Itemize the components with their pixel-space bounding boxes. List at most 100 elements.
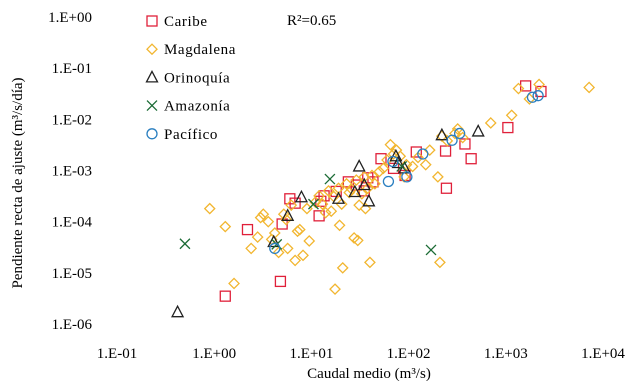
data-point	[456, 131, 469, 144]
data-point	[333, 219, 346, 232]
data-point	[336, 261, 349, 274]
data-point	[362, 193, 376, 207]
data-point	[351, 234, 364, 247]
data-point	[277, 208, 290, 221]
y-tick-label: 1.E-05	[52, 266, 92, 282]
data-point	[505, 109, 518, 122]
data-point	[301, 202, 313, 215]
data-point	[410, 146, 422, 158]
legend-label: Caribe	[164, 14, 208, 30]
legend-label: Orinoquía	[164, 70, 230, 86]
data-point	[316, 198, 329, 211]
data-point	[293, 223, 306, 236]
legend-marker	[146, 15, 158, 27]
data-point	[359, 202, 372, 215]
data-point	[423, 144, 436, 157]
data-point	[406, 160, 419, 173]
legend-item-magdalena: Magdalena	[146, 42, 235, 58]
data-point	[171, 304, 185, 318]
data-point	[254, 211, 267, 224]
r-squared-annotation: R²=0.65	[287, 13, 336, 29]
data-points	[171, 78, 596, 318]
series-orinoquía	[171, 124, 485, 318]
data-point	[435, 127, 449, 141]
data-point	[281, 208, 295, 221]
data-point	[526, 91, 539, 103]
data-point	[368, 177, 381, 190]
data-point	[377, 162, 390, 175]
data-point	[219, 290, 231, 302]
data-point	[425, 244, 437, 256]
legend-marker	[146, 128, 158, 140]
x-tick-label: 1.E-01	[97, 346, 137, 362]
data-point	[387, 155, 399, 168]
y-tick-label: 1.E-04	[52, 215, 93, 231]
data-point	[335, 198, 348, 211]
data-point	[350, 174, 363, 186]
data-point	[502, 121, 514, 134]
data-point	[272, 246, 285, 259]
data-point	[251, 231, 264, 243]
data-point	[241, 223, 254, 236]
x-tick-label: 1.E+01	[289, 346, 333, 362]
legend-label: Pacífico	[164, 127, 218, 143]
data-point	[453, 127, 466, 140]
data-point	[398, 170, 411, 183]
data-point	[364, 256, 376, 269]
data-point	[381, 154, 393, 166]
data-point	[289, 254, 302, 267]
x-axis-title: Caudal medio (m³/s)	[307, 366, 431, 381]
series-pacífico	[269, 90, 544, 255]
data-point	[228, 277, 240, 290]
data-point	[512, 82, 525, 95]
data-point	[325, 205, 338, 218]
series-caribe	[219, 80, 547, 302]
legend-label: Amazonía	[164, 99, 230, 115]
x-tick-label: 1.E+04	[581, 346, 625, 362]
data-point	[446, 134, 458, 146]
data-point	[303, 235, 316, 247]
data-point	[431, 170, 444, 183]
data-point	[533, 78, 546, 91]
legend-marker	[146, 43, 158, 56]
data-point	[179, 238, 191, 250]
legend: Caribe Magdalena Orinoquía Amazonía Pacífico	[145, 14, 235, 143]
data-point	[451, 122, 464, 135]
data-point	[297, 249, 309, 262]
y-axis-title: Pendiente recta de ajuste (m³/s/día)	[10, 77, 26, 288]
x-axis-ticks: 1.E-01 1.E+00 1.E+01 1.E+02 1.E+03 1.E+04	[97, 346, 626, 362]
data-point	[331, 191, 346, 204]
y-axis-ticks: 1.E+00 1.E-01 1.E-02 1.E-03 1.E-04 1.E-05 1.E-…	[48, 10, 92, 333]
legend-item-caribe: Caribe	[146, 14, 208, 30]
data-point	[382, 175, 395, 188]
data-point	[352, 159, 366, 172]
data-point	[329, 283, 341, 296]
x-tick-label: 1.E+02	[387, 346, 431, 362]
x-tick-label: 1.E+03	[484, 346, 528, 362]
y-tick-label: 1.E+00	[48, 10, 92, 26]
series-amazonía	[179, 160, 437, 256]
data-point	[285, 199, 298, 212]
data-point	[419, 158, 432, 171]
legend-item-orinoquía: Orinoquía	[145, 69, 230, 86]
x-tick-label: 1.E+00	[192, 346, 236, 362]
data-point	[361, 182, 374, 195]
data-point	[373, 165, 386, 178]
data-point	[203, 202, 216, 215]
data-point	[449, 127, 461, 140]
y-tick-label: 1.E-06	[52, 317, 93, 333]
legend-item-amazonía: Amazonía	[146, 99, 230, 115]
data-point	[583, 81, 596, 94]
data-point	[348, 184, 362, 198]
data-point	[366, 169, 378, 182]
data-point	[439, 145, 452, 157]
series-magdalena	[203, 78, 596, 296]
legend-marker	[146, 100, 158, 112]
data-point	[294, 189, 309, 203]
data-point	[532, 90, 544, 102]
data-point	[440, 182, 453, 194]
data-point	[391, 155, 405, 169]
data-point	[269, 242, 281, 255]
data-point	[319, 206, 332, 219]
